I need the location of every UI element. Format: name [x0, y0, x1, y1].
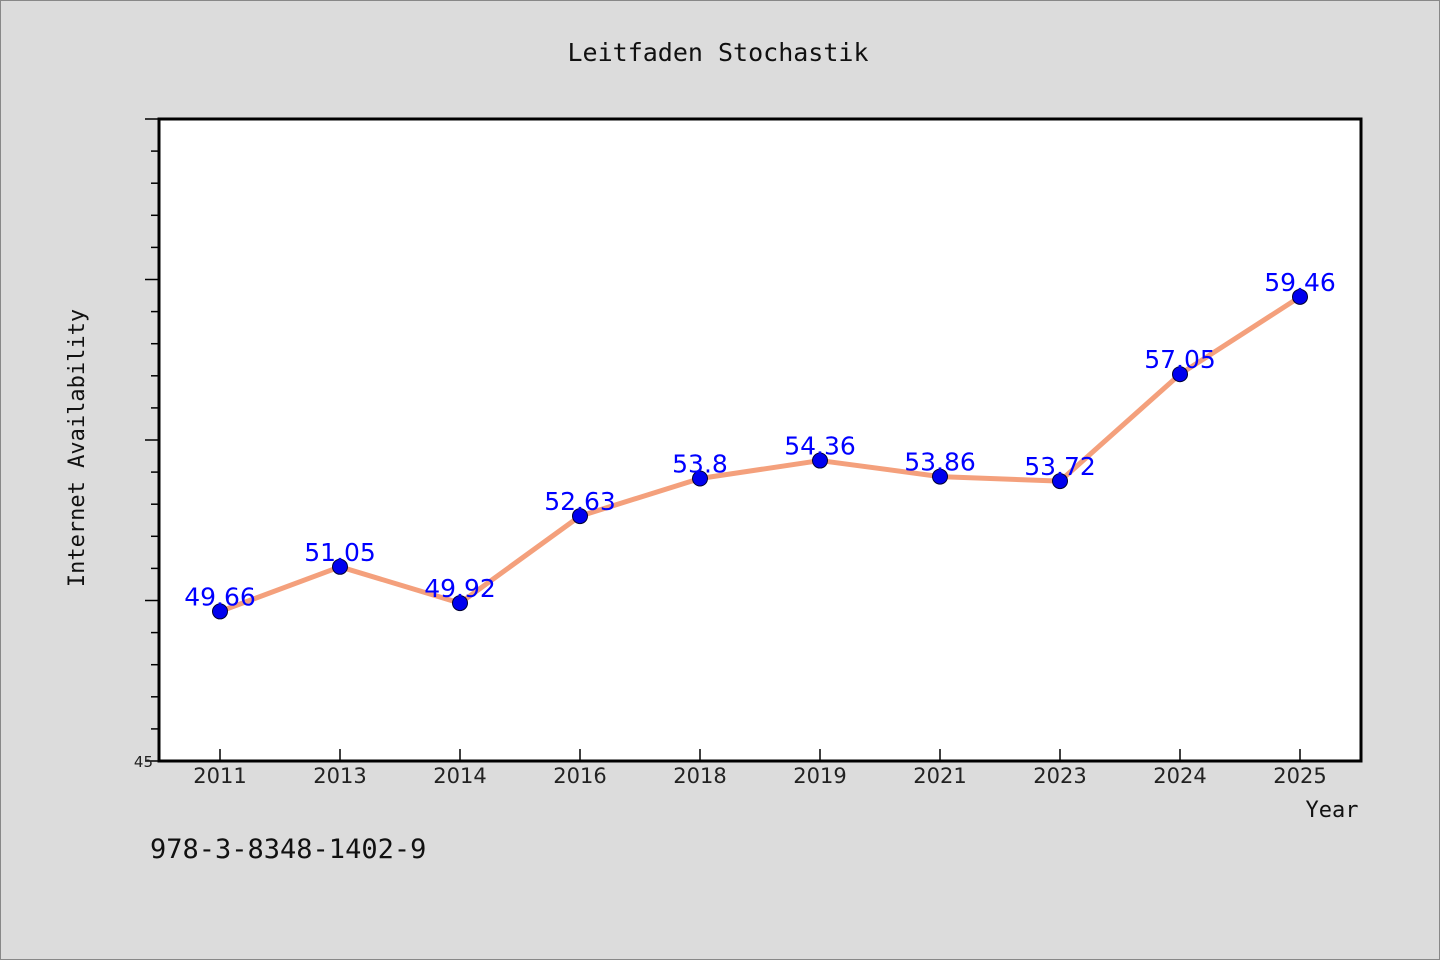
data-point: [932, 468, 948, 485]
data-label: 59.46: [1264, 268, 1336, 297]
x-tick-label: 2019: [793, 764, 846, 788]
data-label: 57.05: [1144, 345, 1216, 374]
x-tick-label: 2011: [193, 764, 246, 788]
y-axis: 45: [134, 118, 159, 771]
x-axis-title: Year: [1306, 798, 1359, 823]
data-label: 51.05: [304, 538, 376, 567]
x-tick-label: 2024: [1153, 764, 1206, 788]
series-line: [219, 294, 1302, 614]
x-tick-label: 2021: [913, 764, 966, 788]
footnote-isbn: 978-3-8348-1402-9: [150, 834, 427, 865]
data-point: [812, 452, 828, 469]
y-tick-label: 45: [134, 753, 153, 771]
data-labels: 49.66 51.05 49.92 52.63 53.8 54.36 53.86 53.72 5…: [184, 268, 1336, 612]
x-tick-label: 2018: [673, 764, 726, 788]
data-point: [212, 603, 228, 620]
data-point: [1292, 288, 1308, 305]
data-label: 53.72: [1024, 452, 1096, 481]
data-point: [452, 595, 468, 612]
data-label: 53.86: [904, 448, 976, 477]
plot-area: [157, 117, 1363, 763]
x-axis: 2011 2013 2014 2016 2018 2019 2021 2023 2024 2025: [193, 749, 1327, 788]
series-markers: [212, 288, 1308, 620]
chart-title: Leitfaden Stochastik: [567, 38, 868, 67]
data-label: 53.8: [672, 450, 728, 479]
data-point: [1052, 473, 1068, 490]
data-point: [332, 558, 348, 575]
x-tick-label: 2013: [313, 764, 366, 788]
x-tick-label: 2023: [1033, 764, 1086, 788]
data-point: [572, 508, 588, 525]
data-point: [692, 470, 708, 487]
y-axis-title: Internet Availability: [65, 309, 90, 587]
data-label: 49.92: [424, 574, 496, 603]
data-label: 54.36: [784, 432, 856, 461]
data-label: 52.63: [544, 487, 616, 516]
data-point: [1172, 366, 1188, 383]
data-label: 49.66: [184, 582, 256, 611]
x-tick-label: 2025: [1273, 764, 1326, 788]
x-tick-label: 2016: [553, 764, 606, 788]
x-tick-label: 2014: [433, 764, 486, 788]
